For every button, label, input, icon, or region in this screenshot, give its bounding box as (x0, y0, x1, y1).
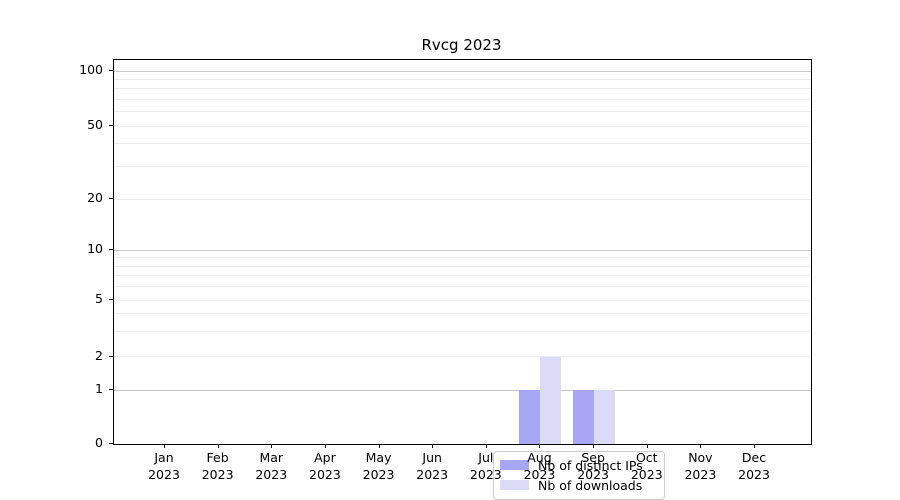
x-tick-mark (754, 444, 756, 448)
y-tick-mark (109, 198, 113, 199)
legend-entry: Nb of downloads (500, 475, 664, 495)
y-gridline-minor (114, 111, 811, 113)
y-gridline-major (114, 389, 811, 391)
chart-title: Rvcg 2023 (421, 36, 502, 54)
x-tick-mark (593, 444, 595, 448)
x-tick-mark (324, 444, 326, 448)
y-gridline-minor (114, 98, 811, 100)
legend-swatch (500, 460, 529, 470)
y-tick-label: 0 (95, 435, 103, 450)
y-gridline-minor (114, 257, 811, 259)
legend-label: Nb of distinct IPs (538, 457, 643, 473)
x-tick-mark (432, 444, 434, 448)
y-gridline-minor (114, 78, 811, 80)
y-tick-mark (109, 443, 113, 444)
x-tick-label: Feb 2023 (201, 450, 234, 482)
y-gridline-minor (114, 356, 811, 357)
x-tick-mark (539, 444, 541, 448)
x-tick-label: Nov 2023 (684, 450, 717, 482)
y-gridline-minor (114, 275, 811, 277)
plot-area: Nb of distinct IPs Nb of downloads (113, 59, 812, 500)
bar-downloads (540, 356, 562, 444)
y-tick-label: 1 (95, 381, 103, 396)
y-tick-mark (109, 70, 113, 71)
y-gridline-minor (114, 198, 811, 200)
y-tick-label: 20 (87, 190, 103, 205)
x-tick-label: Dec 2023 (738, 450, 770, 482)
legend: Nb of distinct IPs Nb of downloads (493, 451, 665, 500)
x-tick-label: Jun 2023 (416, 450, 449, 482)
x-tick-label: Jan 2023 (148, 450, 180, 482)
x-tick-label: Sep 2023 (577, 450, 610, 482)
y-tick-mark (109, 125, 113, 126)
bar-downloads (594, 390, 616, 444)
y-gridline-minor (114, 88, 811, 90)
y-tick-label: 2 (95, 347, 103, 363)
y-gridline-minor (114, 166, 811, 168)
y-gridline-minor (114, 313, 811, 315)
y-gridline-major (114, 70, 811, 72)
y-tick-label: 50 (87, 117, 103, 132)
legend-swatch (500, 480, 529, 490)
legend-entry: Nb of distinct IPs (500, 455, 664, 475)
x-tick-label: Mar 2023 (255, 450, 288, 482)
y-gridline-minor (114, 330, 811, 332)
bar-distinct-ips (573, 390, 595, 444)
x-tick-mark (378, 444, 380, 448)
x-tick-mark (271, 444, 273, 448)
y-tick-mark (109, 389, 113, 390)
legend-label: Nb of downloads (538, 477, 643, 493)
x-tick-label: Jul 2023 (469, 450, 502, 482)
x-tick-label: Apr 2023 (309, 450, 341, 482)
x-tick-mark (700, 444, 702, 448)
y-tick-mark (109, 355, 113, 357)
y-gridline-minor (114, 286, 811, 288)
y-tick-label: 5 (95, 291, 103, 306)
y-gridline-minor (114, 299, 811, 301)
y-tick-mark (109, 299, 113, 300)
y-gridline-minor (114, 143, 811, 145)
bar-distinct-ips (519, 390, 541, 444)
x-tick-label: Oct 2023 (630, 450, 663, 482)
x-tick-mark (217, 444, 219, 448)
x-tick-label: May 2023 (362, 450, 395, 482)
y-gridline-major (114, 249, 811, 251)
x-tick-mark (164, 444, 165, 448)
x-tick-mark (485, 444, 487, 448)
y-tick-label: 100 (79, 62, 103, 77)
y-tick-label: 10 (87, 241, 103, 256)
y-tick-mark (109, 249, 113, 250)
x-tick-mark (646, 444, 648, 448)
y-gridline-minor (114, 265, 811, 267)
x-tick-label: Aug 2023 (523, 450, 556, 482)
y-gridline-minor (114, 125, 811, 127)
